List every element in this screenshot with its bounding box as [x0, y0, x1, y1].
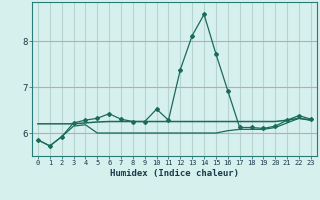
X-axis label: Humidex (Indice chaleur): Humidex (Indice chaleur)	[110, 169, 239, 178]
